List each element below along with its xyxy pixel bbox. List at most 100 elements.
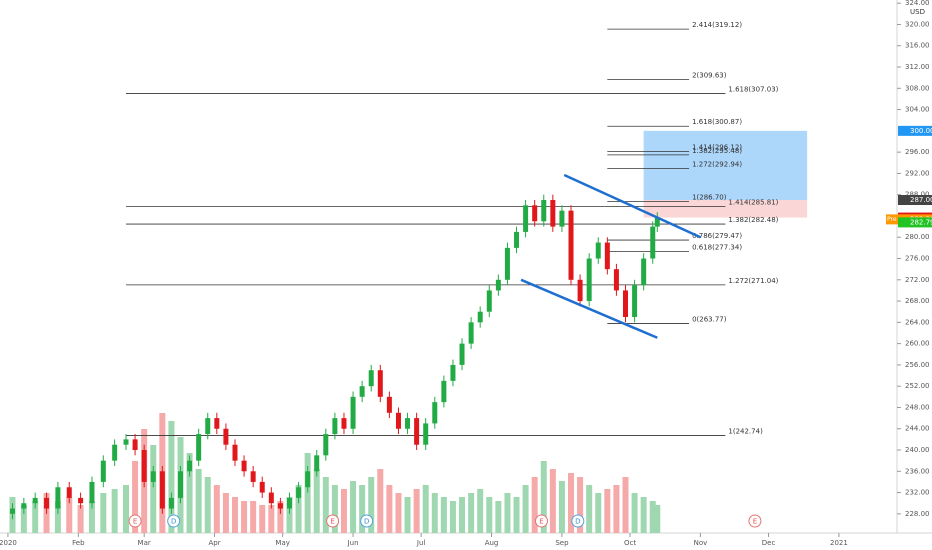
candle-body <box>504 247 510 280</box>
candle-body <box>296 487 302 498</box>
x-tick-label: 2020 <box>0 539 17 547</box>
y-tick-label: 264.00 <box>905 318 930 326</box>
volume-bar <box>613 485 620 533</box>
y-tick-label: 324.00 <box>905 0 930 7</box>
volume-bar <box>368 477 375 533</box>
candle-body <box>314 455 320 472</box>
candle-body <box>459 343 465 365</box>
fib-label: 1.414(296.12) <box>692 143 742 151</box>
volume-bar <box>100 493 107 533</box>
loss-zone <box>643 200 808 218</box>
y-tick-label: 252.00 <box>905 382 930 390</box>
price-tag: Pre <box>887 216 897 223</box>
candle-body <box>100 460 106 482</box>
volume-bar <box>286 497 293 533</box>
fib-label: 1(286.70) <box>692 194 727 202</box>
y-tick-label: 292.00 <box>905 169 930 177</box>
price-label: 287.00 <box>910 196 932 204</box>
candle-body <box>341 418 347 429</box>
candle-body <box>214 418 220 429</box>
fib-label: 1.272(292.94) <box>692 160 742 168</box>
candle-body <box>196 434 202 461</box>
candle-body <box>541 200 547 222</box>
y-tick-label: 312.00 <box>905 63 930 71</box>
candle-body <box>604 242 610 270</box>
volume-bar <box>123 485 130 533</box>
fib-label: 1.272(271.04) <box>728 277 778 285</box>
volume-bar <box>168 421 175 533</box>
candle-body <box>514 231 520 248</box>
candle-body <box>21 503 27 509</box>
candle-body <box>550 200 556 227</box>
volume-bar <box>395 493 402 533</box>
volume-bar <box>331 485 338 533</box>
y-tick-label: 244.00 <box>905 425 930 433</box>
event-label: D <box>171 518 176 526</box>
candle-body <box>150 471 156 482</box>
fib-label: 0.786(279.47) <box>692 232 742 240</box>
volume-bar <box>304 453 311 533</box>
candle-body <box>78 497 84 504</box>
x-tick-label: May <box>275 539 289 547</box>
candle-body <box>132 439 138 451</box>
volume-bar <box>88 501 95 533</box>
x-tick-label: Sep <box>555 539 569 547</box>
volume-bar <box>449 501 456 533</box>
volume-bar <box>32 501 39 533</box>
candle-body <box>159 471 165 509</box>
event-marker <box>360 514 374 528</box>
x-tick-label: Nov <box>694 539 708 547</box>
event-label: E <box>539 518 543 526</box>
candle-body <box>168 497 174 509</box>
price-label-box <box>898 217 932 228</box>
candle-body <box>559 210 565 227</box>
volume-bar <box>495 501 502 533</box>
candle-body <box>241 460 247 472</box>
candle-body <box>286 497 292 509</box>
event-marker <box>571 514 585 528</box>
volume-bar <box>186 453 193 533</box>
volume-bar <box>540 461 547 533</box>
volume-bar <box>486 497 493 533</box>
y-tick-label: 248.00 <box>905 403 930 411</box>
volume-bar <box>649 501 656 533</box>
candle-body <box>259 481 265 493</box>
volume-bar <box>568 473 575 533</box>
event-label: D <box>364 518 369 526</box>
candle-body <box>250 471 256 482</box>
volume-bar <box>654 505 661 533</box>
volume-bar <box>259 505 266 533</box>
candle-body <box>432 402 438 424</box>
fib-label: 1(242.74) <box>728 427 763 435</box>
volume-bar <box>231 497 238 533</box>
x-tick-label: Jun <box>347 539 359 547</box>
event-label: E <box>753 518 757 526</box>
candle-body <box>486 290 492 312</box>
event-marker <box>748 514 762 528</box>
y-tick-label: 260.00 <box>905 340 930 348</box>
candle-body <box>632 285 638 318</box>
volume-bar <box>66 497 73 533</box>
event-label: E <box>330 518 334 526</box>
candle-body <box>423 423 429 445</box>
event-marker <box>326 514 340 528</box>
fib-label: 1.414(285.81) <box>728 198 778 206</box>
candle-body <box>654 217 660 227</box>
candle-body <box>232 444 238 461</box>
event-label: D <box>575 518 580 526</box>
fib-label: 2.414(319.12) <box>692 21 742 29</box>
price-label: 300.00 <box>910 127 932 135</box>
volume-bar <box>422 485 429 533</box>
volume-bar <box>440 497 447 533</box>
candle-body <box>177 471 183 498</box>
volume-bar <box>604 489 611 533</box>
x-tick-label: Jul <box>416 539 426 547</box>
volume-bar <box>77 505 84 533</box>
candle-body <box>532 205 538 222</box>
volume-bar <box>513 497 520 533</box>
volume-bar <box>404 497 411 533</box>
volume-bar <box>504 493 511 533</box>
candle-body <box>32 497 38 504</box>
y-tick-label: 288.00 <box>905 191 930 199</box>
volume-bar <box>595 493 602 533</box>
